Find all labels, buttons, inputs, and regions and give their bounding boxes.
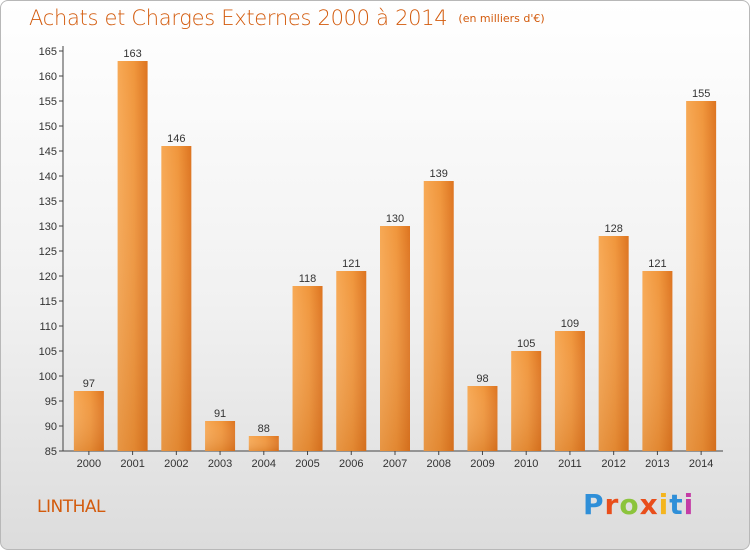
y-tick-labels: 85 90 95 100 105 110 115 120 125 130 135 140 145 150 1…	[39, 46, 63, 458]
x-tick-label: 2006	[339, 458, 363, 470]
bar-shade	[598, 236, 629, 451]
bar-labels: 97 163 146 91 88 118 121 130 139 98 105 109 128 121 15…	[83, 48, 711, 435]
y-tick-label: 155	[39, 96, 57, 108]
proxiti-logo: Proxiti	[583, 488, 694, 521]
y-tick-label: 120	[39, 271, 57, 283]
bar-value-label: 105	[517, 338, 535, 350]
bars	[73, 61, 717, 451]
bar-shade	[554, 331, 585, 451]
logo-letter: t	[669, 488, 684, 521]
logo-letter: i	[683, 488, 695, 521]
bar-value-label: 139	[430, 168, 448, 180]
logo-letter: r	[604, 488, 620, 521]
bar-value-label: 130	[386, 213, 404, 225]
bar-shade	[511, 351, 542, 451]
bar-value-label: 98	[476, 373, 488, 385]
bar-value-label: 163	[123, 48, 141, 60]
bar-value-label: 91	[214, 408, 226, 420]
chart-subtitle: (en milliers d'€)	[458, 12, 545, 25]
y-tick-label: 140	[39, 171, 57, 183]
x-tick-label: 2012	[601, 458, 625, 470]
bar-value-label: 128	[604, 223, 622, 235]
logo-letter: x	[639, 488, 659, 521]
bar-shade	[686, 101, 717, 451]
bar-shade	[117, 61, 148, 451]
bar-shade	[161, 146, 192, 451]
bar-shade	[467, 386, 498, 451]
bar-shade	[292, 286, 323, 451]
y-tick-label: 125	[39, 246, 57, 258]
y-tick-label: 105	[39, 346, 57, 358]
y-tick-label: 160	[39, 71, 57, 83]
title-block: Achats et Charges Externes 2000 à 2014 (…	[29, 6, 545, 30]
bar-value-label: 97	[83, 378, 95, 390]
y-tick-label: 100	[39, 371, 57, 383]
bar-shade	[380, 226, 410, 451]
x-tick-label: 2007	[383, 458, 407, 470]
bar-value-label: 88	[258, 423, 270, 435]
bar-shade	[423, 181, 454, 451]
bar-shade	[642, 271, 673, 451]
y-tick-label: 150	[39, 121, 57, 133]
logo-letter: P	[583, 488, 605, 521]
bar-value-label: 155	[692, 88, 710, 100]
x-tick-label: 2011	[558, 458, 582, 470]
y-tick-label: 90	[45, 421, 57, 433]
bar-value-label: 118	[299, 273, 317, 285]
x-tick-label: 2002	[164, 458, 188, 470]
x-tick-label: 2005	[295, 458, 319, 470]
y-tick-label: 145	[39, 146, 57, 158]
bar-value-label: 121	[648, 258, 666, 270]
x-tick-label: 2000	[77, 458, 101, 470]
bar-shade	[248, 436, 279, 451]
y-tick-label: 165	[39, 46, 57, 58]
x-tick-label: 2008	[426, 458, 450, 470]
bar-value-label: 121	[342, 258, 360, 270]
x-tick-label: 2009	[470, 458, 494, 470]
y-tick-label: 85	[45, 446, 57, 458]
logo-letter: o	[619, 488, 640, 521]
bar-shade	[73, 391, 104, 451]
y-tick-label: 115	[39, 296, 57, 308]
y-tick-label: 110	[39, 321, 57, 333]
x-tick-label: 2013	[645, 458, 669, 470]
x-tick-label: 2003	[208, 458, 232, 470]
logo-letter: i	[658, 488, 670, 521]
bar-shade	[336, 271, 367, 451]
y-tick-label: 135	[39, 196, 57, 208]
x-tick-label: 2014	[689, 458, 713, 470]
city-name: LINTHAL	[37, 497, 105, 517]
bar-shade	[205, 421, 236, 451]
chart-title: Achats et Charges Externes 2000 à 2014	[29, 6, 448, 30]
x-tick-label: 2010	[514, 458, 538, 470]
y-tick-label: 130	[39, 221, 57, 233]
bar-value-label: 109	[561, 318, 579, 330]
y-tick-label: 95	[45, 396, 57, 408]
x-tick-label: 2001	[120, 458, 144, 470]
bar-value-label: 146	[167, 133, 185, 145]
x-tick-labels: 2000 2001 2002 2003 2004 2005 2006 2007 2008 2009…	[77, 451, 713, 470]
x-tick-label: 2004	[252, 458, 276, 470]
